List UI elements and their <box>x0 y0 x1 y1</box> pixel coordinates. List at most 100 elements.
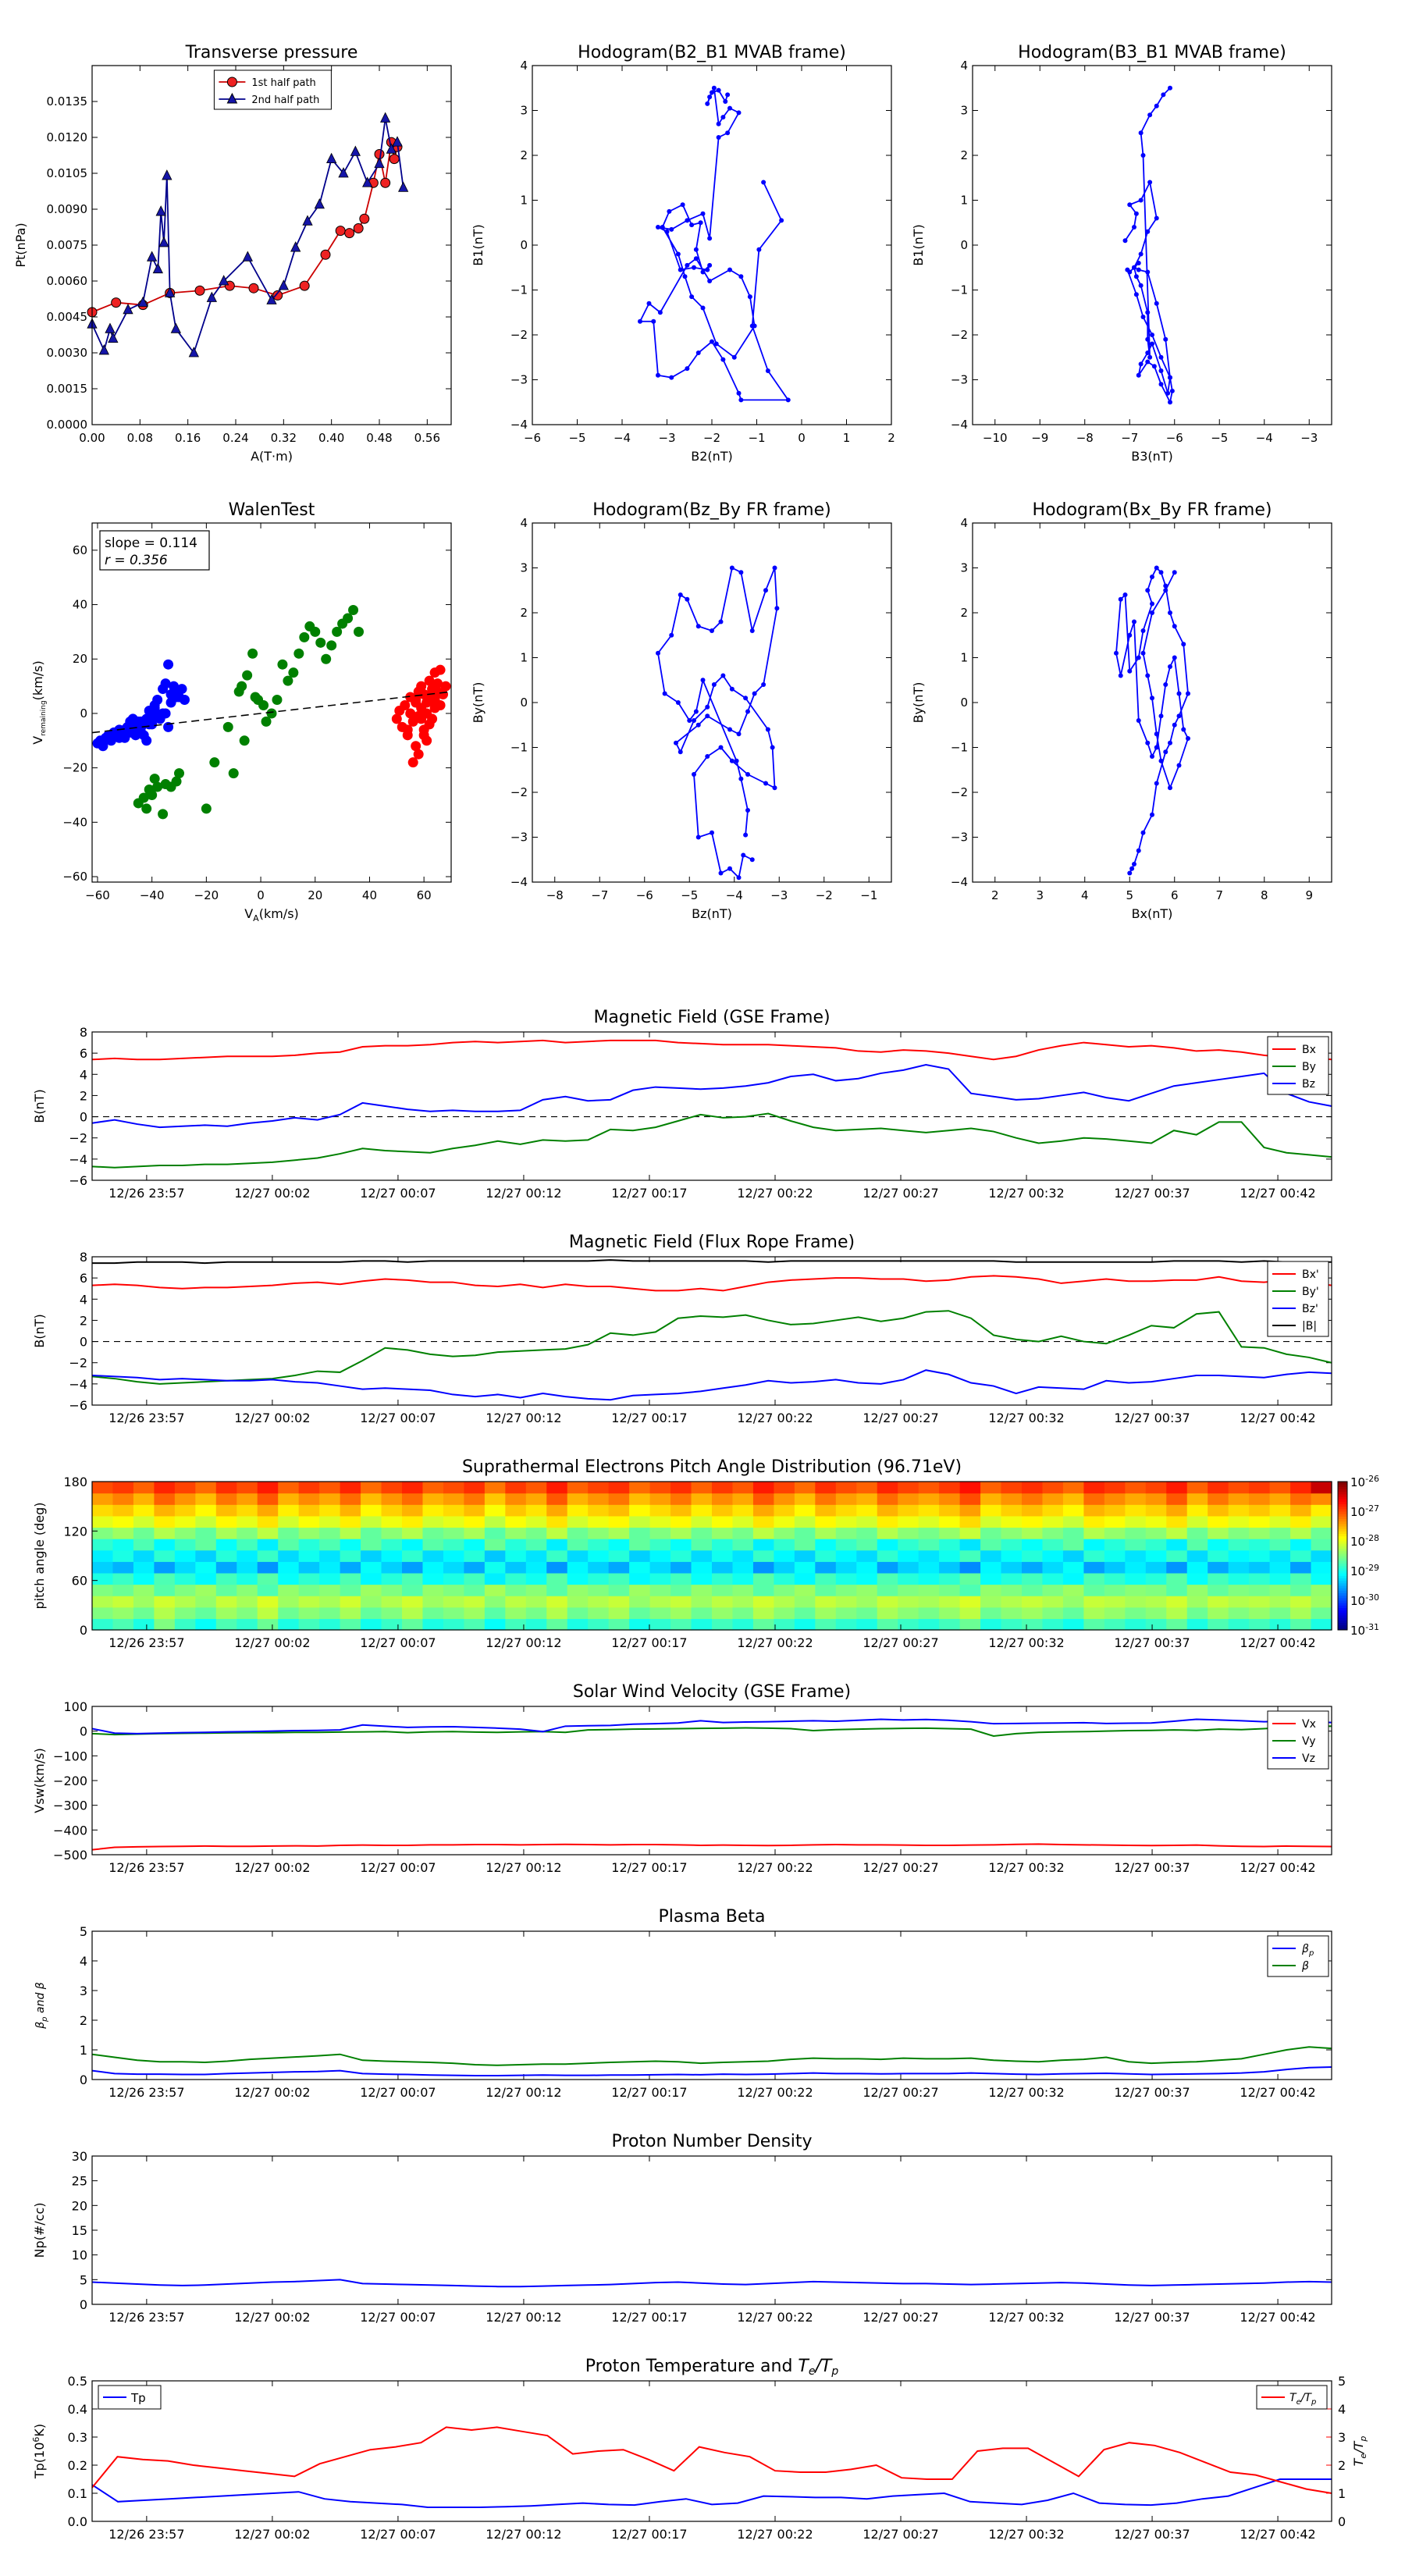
colorbar-segment <box>1338 1624 1347 1628</box>
data-point <box>678 267 683 272</box>
heat-cell <box>774 1527 795 1539</box>
heat-cell <box>195 1539 217 1551</box>
heat-cell <box>835 1550 857 1562</box>
heat-cell <box>464 1596 486 1608</box>
data-point <box>123 303 133 315</box>
data-point <box>707 236 713 241</box>
colorbar-segment <box>1338 1546 1347 1549</box>
heat-cell <box>195 1606 217 1619</box>
x-tick-label: 0.40 <box>318 431 344 445</box>
heat-cell <box>237 1515 258 1528</box>
data-point <box>1186 691 1190 696</box>
heat-cell <box>774 1606 795 1619</box>
heat-cell <box>112 1561 134 1574</box>
heat-cell <box>608 1584 630 1596</box>
colorbar-segment <box>1338 1535 1347 1539</box>
heat-cell <box>1145 1572 1167 1585</box>
data-point <box>422 708 432 719</box>
heat-cell <box>174 1493 196 1505</box>
heat-cell <box>505 1539 527 1551</box>
x-tick-label: 12/26 23:57 <box>108 1411 184 1425</box>
y-tick-label: −60 <box>62 870 87 884</box>
heat-cell <box>1269 1504 1291 1517</box>
heat-cell <box>835 1572 857 1585</box>
heat-cell <box>174 1482 196 1494</box>
heat-cell <box>877 1539 898 1551</box>
data-point <box>160 708 171 719</box>
heat-cell <box>505 1504 527 1517</box>
heat-cell <box>774 1550 795 1562</box>
heat-cell <box>1083 1572 1105 1585</box>
data-point <box>1140 650 1146 656</box>
heat-cell <box>815 1527 837 1539</box>
data-point <box>1145 269 1151 275</box>
heat-cell <box>340 1482 361 1494</box>
heat-cell <box>918 1561 940 1574</box>
data-point <box>685 366 690 372</box>
heat-cell <box>649 1527 671 1539</box>
data-point <box>266 708 277 719</box>
series-line <box>638 85 790 401</box>
heat-cell <box>112 1493 134 1505</box>
heat-cell <box>525 1515 547 1528</box>
legend-label: |B| <box>1302 1320 1317 1332</box>
y-axis-label: By(nT) <box>911 682 926 724</box>
data-point <box>299 632 310 642</box>
heat-cell <box>1166 1504 1188 1517</box>
heat-cell <box>133 1550 155 1562</box>
heat-cell <box>215 1618 237 1631</box>
heat-cell <box>1166 1584 1188 1596</box>
heat-cell <box>1208 1482 1229 1494</box>
heat-cell <box>402 1618 424 1631</box>
x-tick-label: 12/27 00:32 <box>988 1635 1064 1650</box>
data-point <box>111 297 122 308</box>
y-axis-label: βp and β <box>34 1982 49 2030</box>
y-tick-label: 3 <box>960 561 968 575</box>
heat-cell <box>670 1606 692 1619</box>
heat-cell <box>215 1539 237 1551</box>
heat-cell <box>92 1618 114 1631</box>
heat-cell <box>1290 1561 1312 1574</box>
heat-cell <box>939 1515 961 1528</box>
heat-cell <box>774 1618 795 1631</box>
x-tick-label: −2 <box>703 431 720 445</box>
heat-cell <box>1228 1618 1250 1631</box>
data-point <box>656 650 660 656</box>
y-tick-label: 0.1 <box>68 2486 87 2501</box>
y2-tick-label: 3 <box>1338 2430 1346 2445</box>
x-tick-label: −40 <box>140 888 165 902</box>
heat-cell <box>443 1493 464 1505</box>
data-point <box>103 730 114 741</box>
data-point <box>657 310 663 315</box>
data-point <box>392 136 403 147</box>
y-tick-label: 0.0015 <box>47 382 88 396</box>
heat-cell <box>1104 1606 1126 1619</box>
heat-cell <box>1228 1527 1250 1539</box>
data-point <box>716 121 721 126</box>
heat-cell <box>1311 1606 1332 1619</box>
heat-cell <box>732 1572 754 1585</box>
colorbar-segment <box>1338 1489 1347 1493</box>
data-point <box>1168 785 1172 791</box>
x-tick-label: 0 <box>257 888 265 902</box>
heat-cell <box>1186 1572 1208 1585</box>
colorbar-segment <box>1338 1541 1347 1544</box>
heat-cell <box>1228 1550 1250 1562</box>
heat-cell <box>608 1504 630 1517</box>
heat-cell <box>712 1539 734 1551</box>
data-point <box>763 588 768 593</box>
heat-cell <box>608 1572 630 1585</box>
heat-cell <box>298 1561 320 1574</box>
data-point <box>711 85 717 91</box>
data-point <box>725 92 731 98</box>
heat-cell <box>898 1596 919 1608</box>
data-point <box>772 785 777 791</box>
heat-cell <box>381 1527 403 1539</box>
chart-title: Proton Temperature and Te/Tp <box>585 2357 839 2378</box>
colorbar-segment <box>1338 1511 1347 1514</box>
heat-cell <box>1062 1539 1084 1551</box>
data-point <box>1169 388 1175 393</box>
heat-cell <box>464 1527 486 1539</box>
data-point <box>1147 112 1153 118</box>
colorbar-segment <box>1338 1603 1347 1606</box>
